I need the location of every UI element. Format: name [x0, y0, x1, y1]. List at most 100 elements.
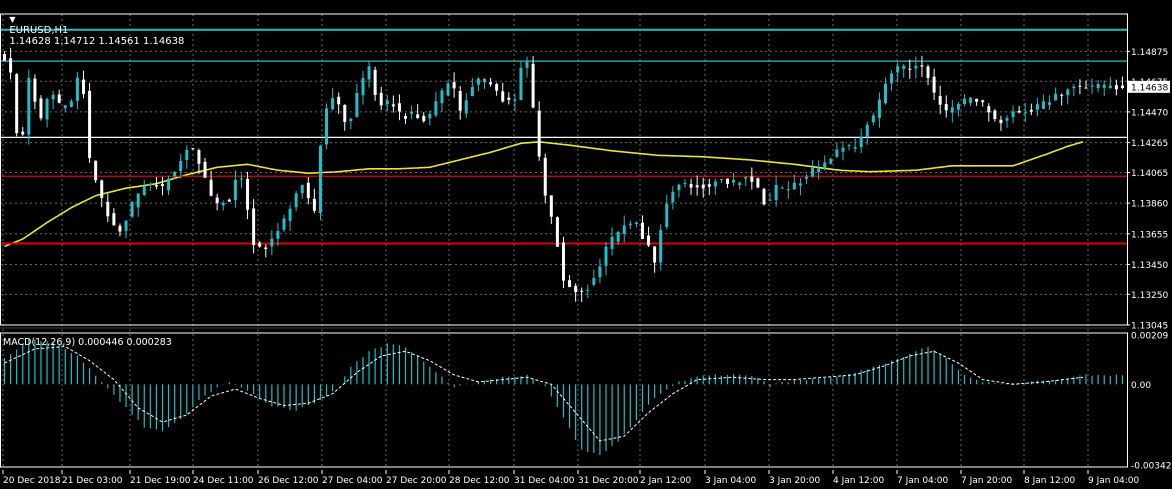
candle-body — [883, 83, 887, 104]
candle-body — [100, 180, 104, 198]
candle-body — [1041, 101, 1045, 109]
candle-body — [543, 157, 547, 196]
time-tick-label: 27 Dec 04:00 — [322, 476, 383, 486]
candle-body — [404, 115, 408, 119]
candle-body — [586, 289, 590, 291]
candle-body — [665, 203, 669, 228]
macd-panel — [3, 339, 1124, 456]
candle-body — [1090, 85, 1094, 87]
candle-body — [45, 98, 49, 120]
candle-body — [173, 171, 177, 177]
candle-body — [683, 182, 687, 184]
candle-body — [21, 131, 25, 135]
candle-body — [367, 66, 371, 80]
candle-body — [835, 149, 839, 157]
candle-body — [294, 193, 298, 208]
candle-body — [57, 94, 61, 103]
candle-body — [221, 202, 225, 206]
candle-body — [859, 136, 863, 148]
candle-body — [331, 98, 335, 110]
candle-body — [695, 185, 699, 188]
candle-body — [51, 94, 55, 100]
candle-body — [622, 225, 626, 234]
candle-body — [1084, 87, 1088, 89]
candle-body — [191, 148, 195, 150]
candle-body — [39, 98, 43, 119]
candle-body — [325, 108, 329, 145]
time-tick-label: 21 Dec 03:00 — [62, 476, 123, 486]
time-tick-label: 7 Jan 20:00 — [961, 476, 1013, 486]
candle-body — [434, 101, 438, 116]
macd-signal-line — [4, 346, 1084, 442]
candle-body — [987, 106, 991, 113]
candle-body — [75, 77, 79, 101]
candle-body — [701, 184, 705, 189]
candle-body — [768, 199, 772, 201]
candle-body — [1054, 93, 1058, 101]
candle-body — [726, 178, 730, 184]
candle-body — [750, 176, 754, 182]
candle-body — [258, 242, 262, 247]
candle-body — [355, 92, 359, 117]
candle-body — [1017, 110, 1021, 113]
price-tick-label: 1.14265 — [1131, 139, 1168, 149]
candle-body — [349, 118, 353, 122]
candle-body — [33, 78, 37, 102]
candle-body — [160, 184, 164, 187]
candle-body — [1005, 117, 1009, 121]
candle-body — [1029, 109, 1033, 112]
price-tick-label: 1.14470 — [1131, 108, 1168, 118]
price-tick-label: 1.14875 — [1131, 48, 1168, 58]
candle-body — [428, 113, 432, 119]
candle-body — [732, 179, 736, 183]
candle-body — [252, 208, 256, 246]
candle-body — [136, 193, 140, 208]
candle-body — [318, 146, 322, 214]
candle-body — [1108, 85, 1112, 89]
candle-body — [501, 91, 505, 102]
candle-body — [312, 198, 316, 211]
time-tick-label: 28 Dec 12:00 — [449, 476, 510, 486]
candle-body — [148, 184, 152, 186]
candle-body — [361, 77, 365, 96]
candle-body — [817, 168, 821, 172]
candle-body — [446, 83, 450, 96]
candle-body — [555, 217, 559, 247]
collapse-triangle-icon[interactable]: ▼ — [9, 15, 16, 24]
candle-body — [871, 115, 875, 123]
candle-body — [774, 184, 778, 201]
candle-body — [391, 104, 395, 107]
candle-body — [841, 147, 845, 152]
candle-body — [1066, 89, 1070, 96]
time-tick-label: 21 Dec 19:00 — [130, 476, 191, 486]
candle-body — [1120, 85, 1124, 88]
candle-body — [185, 149, 189, 160]
candle-body — [464, 100, 468, 114]
candle-body — [9, 58, 13, 73]
candle-body — [1096, 84, 1100, 89]
candle-body — [167, 178, 171, 191]
macd-tick-label: 0.00 — [1131, 381, 1151, 391]
candle-body — [397, 103, 401, 112]
candle-body — [628, 223, 632, 226]
candle-body — [744, 176, 748, 179]
candle-body — [507, 97, 511, 100]
symbol-header: ▼ EURUSD,H1 1.14628 1.14712 1.14561 1.14… — [3, 3, 184, 47]
candle-body — [713, 181, 717, 187]
candle-body — [227, 199, 231, 202]
time-tick-label: 2 Jan 12:00 — [640, 476, 692, 486]
time-tick-label: 3 Jan 04:00 — [705, 476, 757, 486]
candle-body — [513, 99, 517, 101]
candle-body — [829, 158, 833, 164]
candle-body — [580, 290, 584, 292]
candle-body — [288, 208, 292, 221]
candle-body — [379, 92, 383, 106]
candle-body — [823, 162, 827, 169]
candle-body — [519, 67, 523, 100]
candle-body — [476, 78, 480, 85]
candle-body — [179, 161, 183, 171]
candle-body — [69, 101, 73, 107]
candle-body — [63, 105, 67, 109]
candle-body — [246, 179, 250, 210]
